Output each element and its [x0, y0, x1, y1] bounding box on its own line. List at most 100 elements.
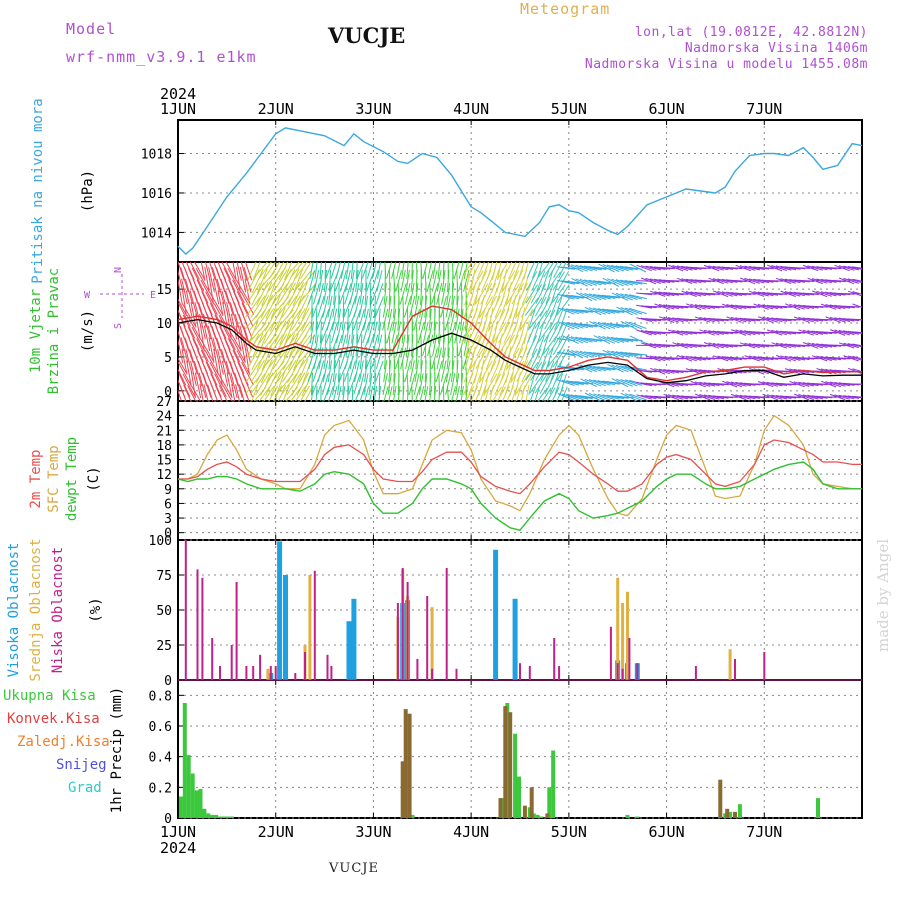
y-tick-label: 0.8 — [149, 689, 172, 704]
wind-arrow — [597, 308, 616, 314]
wind-arrow — [544, 373, 556, 395]
wind-arrow — [789, 356, 806, 361]
wind-arrow — [419, 386, 425, 401]
wind-arrow — [636, 317, 653, 322]
wind-arrow — [270, 371, 282, 397]
wind-arrow — [258, 321, 275, 344]
wind-arrow — [247, 320, 259, 345]
mid-cloud-bar — [266, 668, 270, 680]
wind-arrow — [636, 394, 652, 400]
low-cloud-bar — [211, 638, 214, 680]
wind-arrow — [553, 322, 565, 343]
wind-arrow — [410, 308, 414, 331]
total-precip-bar — [728, 811, 733, 818]
wind-arrow — [523, 320, 530, 345]
wind-arrow — [236, 266, 241, 293]
wind-arrow — [327, 360, 333, 383]
wind-arrow — [397, 386, 401, 401]
wind-arrow — [411, 334, 414, 357]
model-label: Model — [66, 20, 117, 38]
dewpoint-line — [177, 461, 862, 531]
y-tick-label: 1016 — [141, 187, 172, 202]
convective-precip-bar — [522, 805, 527, 818]
total-precip-bar — [214, 814, 219, 818]
convective-precip-bar — [508, 712, 513, 818]
wind-arrow — [536, 270, 546, 292]
wind-arrow — [575, 350, 593, 358]
wind-arrow — [748, 343, 765, 348]
wind-arrow — [629, 321, 647, 329]
wind-arrow — [529, 297, 543, 317]
wind-arrow — [548, 322, 561, 343]
wind-arrow — [829, 381, 846, 387]
cloud-axis-label-1: Visoka Oblacnost — [6, 543, 22, 678]
wind-arrow — [383, 282, 387, 305]
wind-arrow — [493, 321, 507, 344]
wind-arrow — [606, 322, 625, 328]
wind-arrow — [640, 265, 657, 271]
total-precip-bar — [218, 816, 222, 818]
wind-arrow — [470, 347, 484, 369]
wind-arrow — [771, 317, 788, 322]
wind-arrow — [353, 295, 361, 318]
wind-arrow — [346, 308, 349, 331]
wind-arrow — [508, 262, 517, 280]
total-precip-bar — [198, 788, 203, 818]
wind-arrow — [676, 277, 693, 284]
wind-arrow — [561, 294, 580, 300]
wind-arrow — [359, 360, 364, 383]
low-cloud-bar — [201, 577, 204, 680]
wind-arrow — [775, 277, 792, 284]
wind-arrow — [690, 380, 706, 388]
wind-arrow — [730, 304, 747, 309]
wind-arrow — [676, 330, 693, 335]
low-cloud-bar — [628, 638, 631, 680]
wind-arrow — [735, 394, 751, 400]
wind-arrow — [332, 373, 337, 395]
total-precip-bar — [190, 773, 195, 818]
wind-arrow — [388, 360, 392, 383]
wind-arrow — [424, 295, 428, 318]
wind-arrow — [620, 293, 638, 300]
low-cloud-bar — [406, 582, 409, 680]
wind-arrow — [597, 393, 616, 401]
wind-arrow — [611, 278, 629, 286]
model-name: wrf-nmm_v3.9.1 e1km — [66, 48, 257, 66]
wind-arrow — [471, 262, 481, 280]
total-precip-bar — [221, 816, 226, 818]
wind-arrow — [291, 372, 306, 396]
wind-arrow — [382, 295, 388, 318]
wind-arrow — [315, 308, 318, 331]
wind-arrow — [589, 392, 606, 401]
wind-arrow — [535, 283, 547, 304]
wind-arrow — [254, 372, 270, 396]
low-cloud-bar — [245, 666, 248, 680]
total-precip-bar — [551, 750, 556, 818]
wind-arrow — [690, 303, 706, 310]
wind-arrow — [512, 269, 524, 293]
wind-arrow — [454, 308, 460, 331]
wind-arrow — [269, 307, 282, 332]
wind-arrow — [852, 291, 862, 295]
wind-arrow — [502, 270, 516, 292]
wind-arrow — [202, 313, 212, 340]
wind-arrow — [562, 335, 579, 345]
wind-arrow — [449, 321, 457, 344]
wind-arrow — [852, 355, 862, 360]
wind-arrow — [753, 355, 770, 361]
wind-arrow — [185, 290, 193, 317]
wind-arrow — [197, 361, 208, 386]
wind-arrow — [509, 308, 518, 332]
wind-arrow — [193, 290, 203, 316]
wind-arrow — [277, 282, 293, 305]
wind-arrow — [620, 265, 638, 271]
wind-arrow — [328, 347, 332, 370]
wind-arrow — [187, 326, 200, 351]
wind-arrow — [616, 378, 633, 387]
wind-arrow — [480, 347, 492, 370]
wind-arrow — [518, 320, 526, 345]
wind-arrow — [757, 356, 774, 361]
wind-arrow — [440, 295, 447, 318]
wind-arrow — [793, 316, 810, 323]
wind-arrow — [290, 321, 307, 344]
